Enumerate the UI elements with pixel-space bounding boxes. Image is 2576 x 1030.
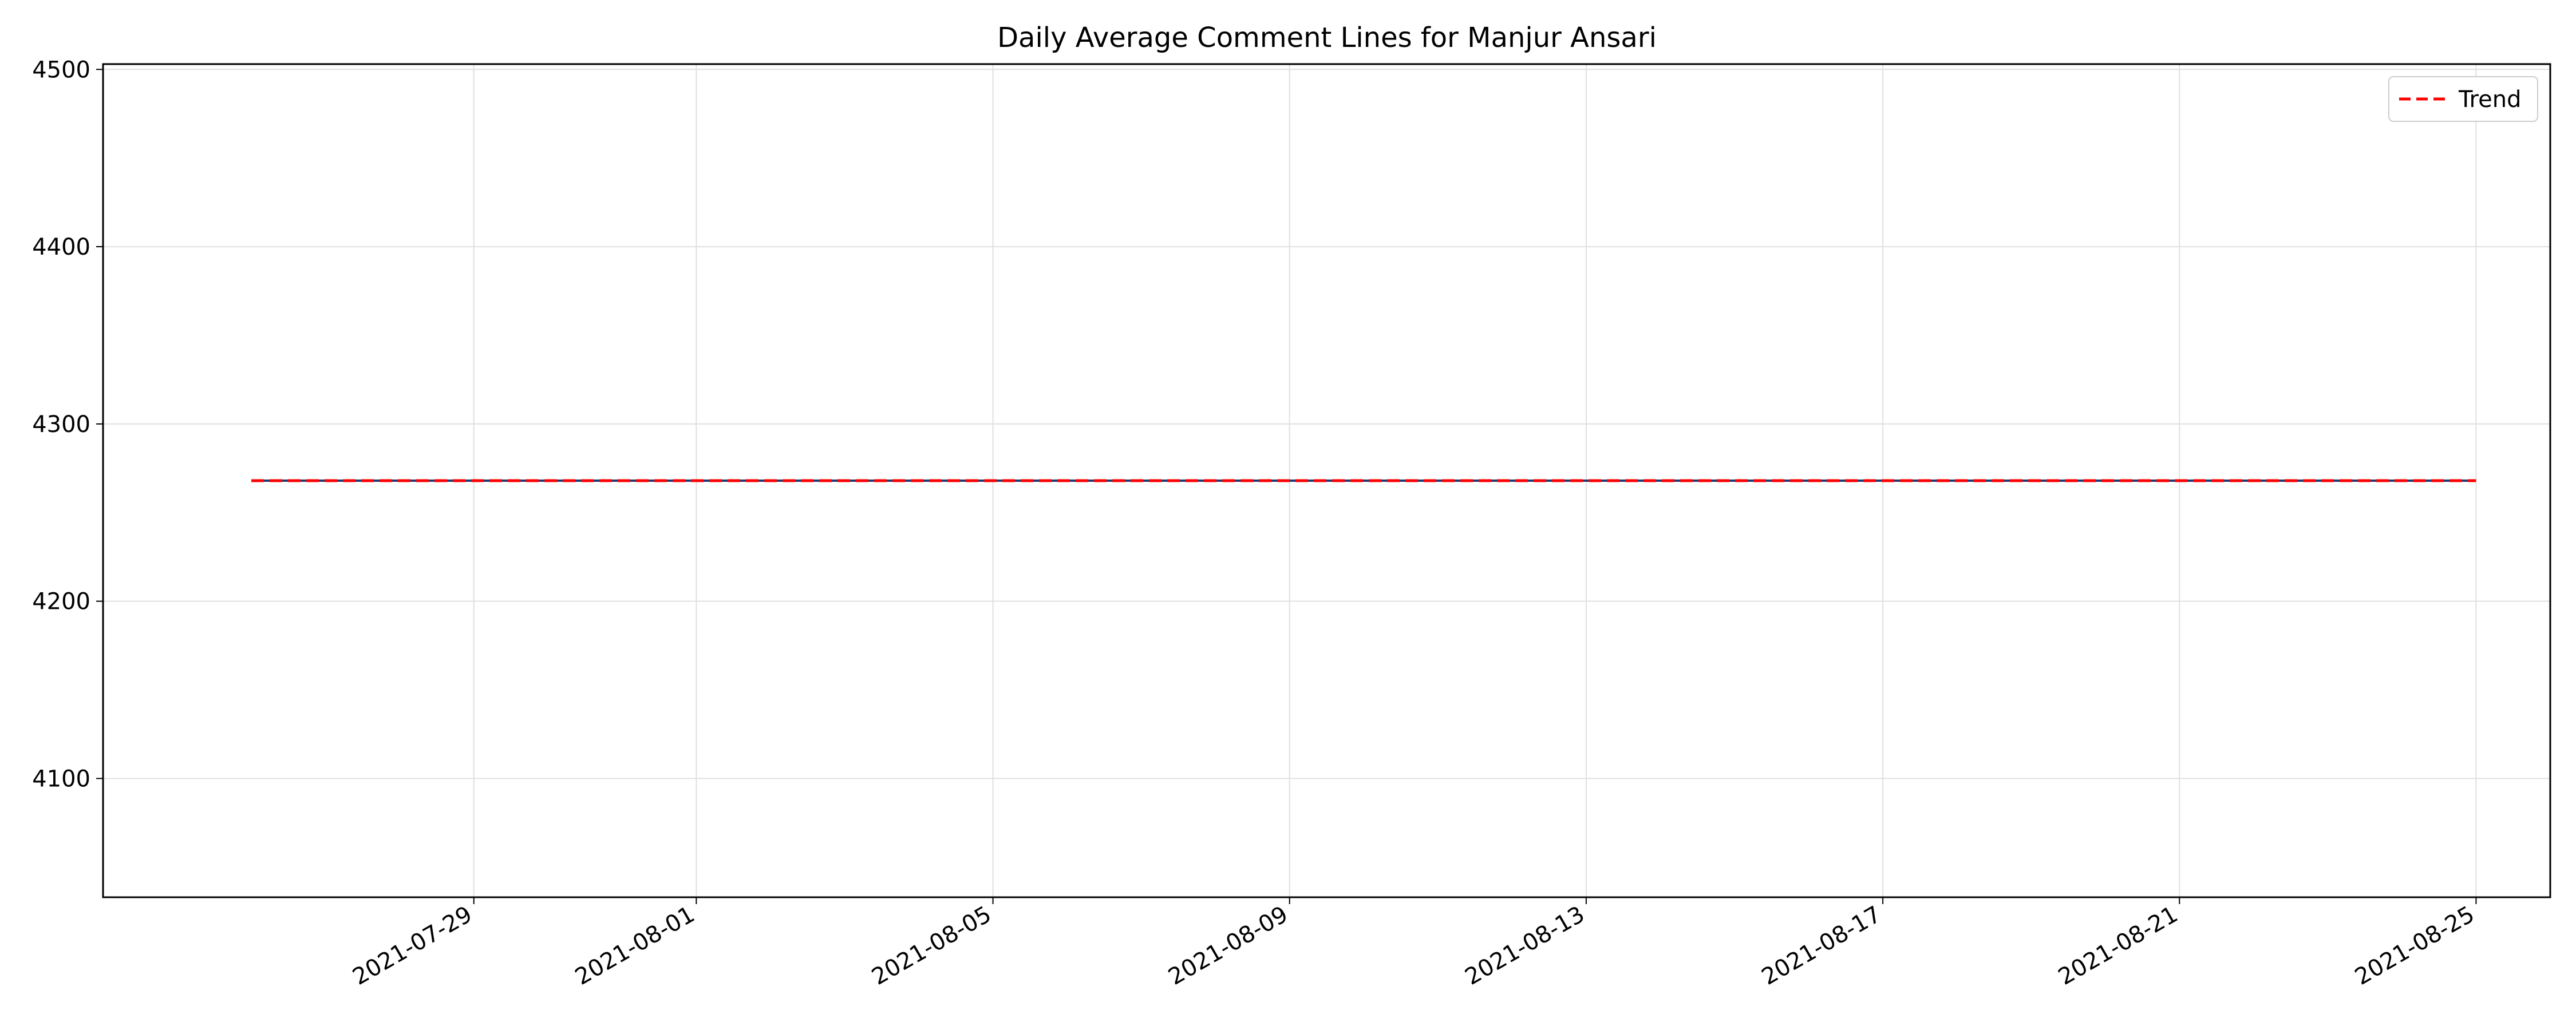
legend-label: Trend bbox=[2458, 86, 2521, 113]
y-tick-label: 4300 bbox=[32, 411, 90, 438]
legend-box bbox=[2388, 76, 2538, 122]
plot-frame bbox=[102, 63, 2551, 898]
y-tick-label: 4100 bbox=[32, 766, 90, 792]
y-tick-label: 4500 bbox=[32, 57, 90, 83]
legend: Trend bbox=[2388, 76, 2538, 122]
chart-title: Daily Average Comment Lines for Manjur A… bbox=[997, 22, 1657, 54]
y-tick-label: 4200 bbox=[32, 589, 90, 615]
y-tick-label: 4400 bbox=[32, 234, 90, 260]
